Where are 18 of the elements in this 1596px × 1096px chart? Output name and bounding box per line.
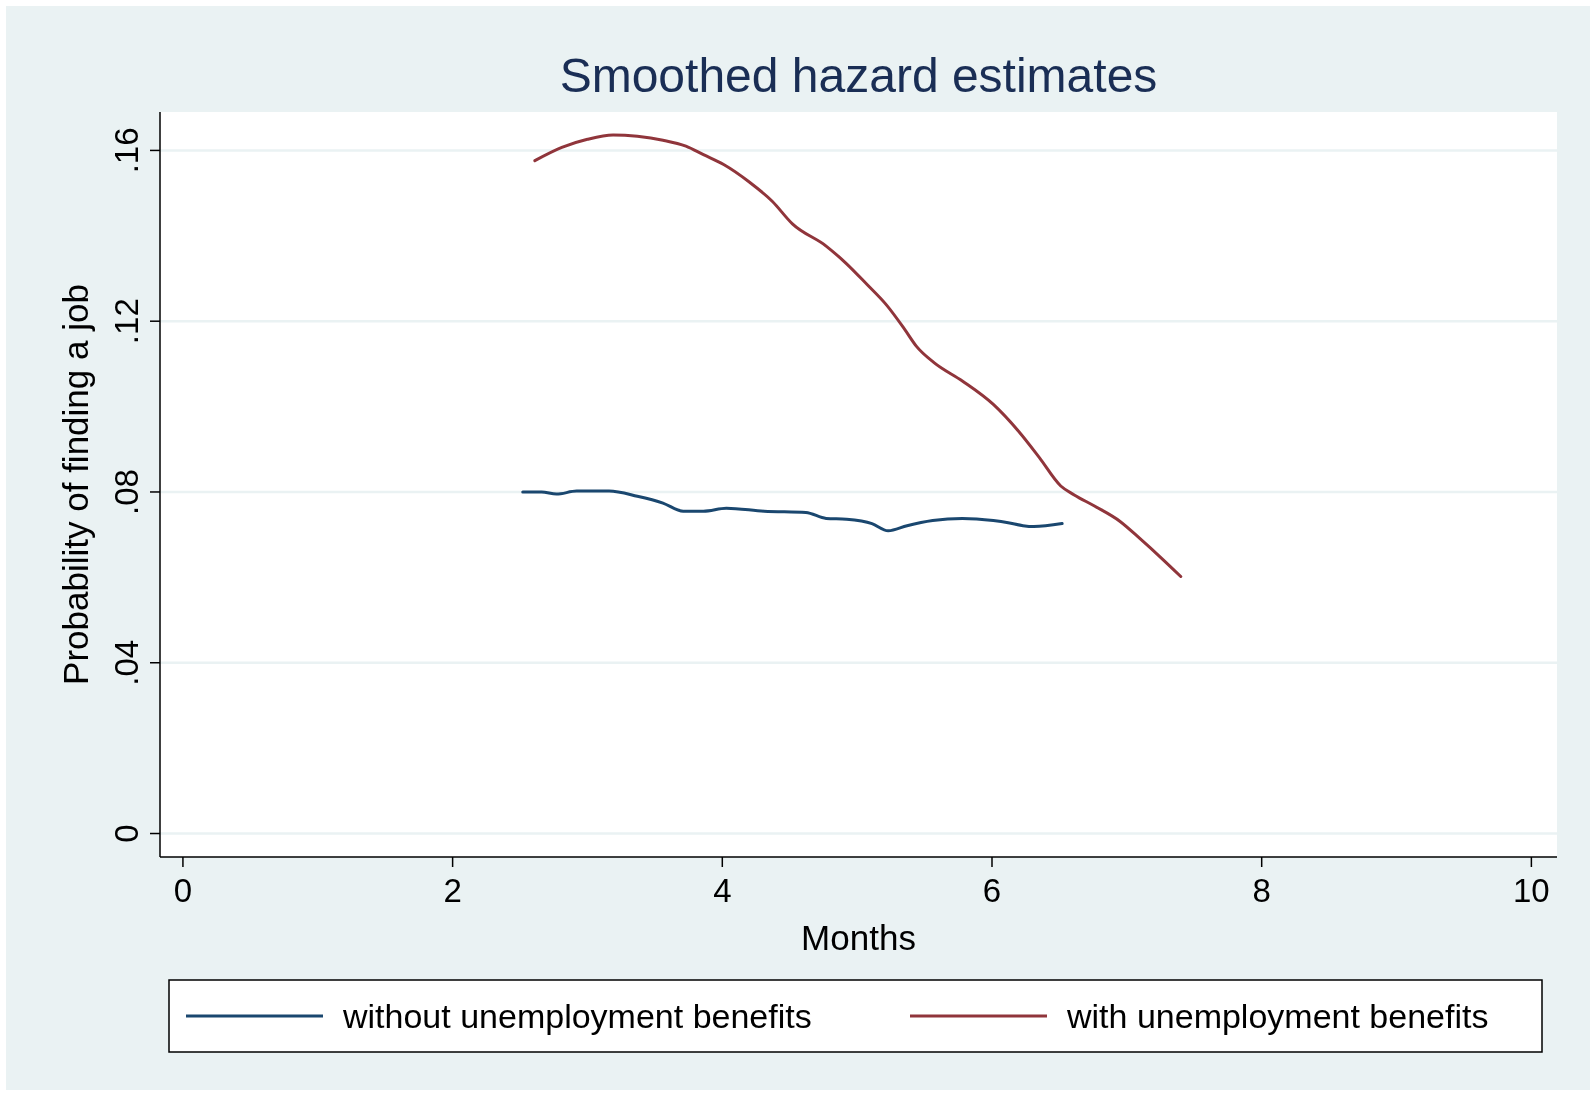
y-tick-label: 0 bbox=[108, 824, 145, 843]
line-series bbox=[521, 489, 1064, 533]
x-tick-label: 0 bbox=[173, 872, 193, 909]
y-tick-label: .12 bbox=[108, 298, 145, 345]
y-tick-label: .08 bbox=[108, 469, 145, 515]
y-tick-label: .04 bbox=[108, 639, 145, 686]
x-axis-title: Months bbox=[801, 918, 916, 957]
x-tick-label: 10 bbox=[1513, 872, 1550, 909]
x-tick-label: 6 bbox=[982, 872, 1002, 909]
y-tick-label: .16 bbox=[108, 127, 145, 174]
x-tick-label: 2 bbox=[443, 872, 462, 909]
legend-label: without unemployment benefits bbox=[342, 997, 812, 1035]
y-axis-title: Probability of finding a job bbox=[56, 284, 95, 685]
legend-label: with unemployment benefits bbox=[1066, 997, 1489, 1035]
x-tick-label: 4 bbox=[713, 872, 732, 909]
x-tick-label: 8 bbox=[1252, 872, 1271, 909]
chart-title: Smoothed hazard estimates bbox=[559, 49, 1158, 102]
line-series bbox=[533, 133, 1183, 578]
